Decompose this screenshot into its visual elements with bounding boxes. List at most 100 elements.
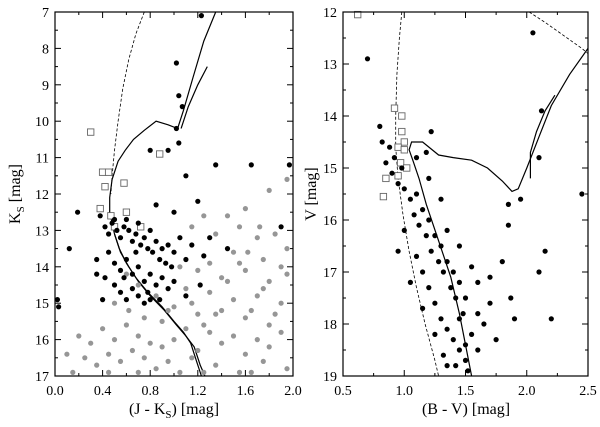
right-point-open-squares-3 bbox=[398, 127, 406, 136]
left-curve-isochrone-agb-branch bbox=[180, 66, 208, 129]
left-point-members-64 bbox=[141, 300, 147, 306]
left-point-field-stars-53 bbox=[165, 358, 171, 364]
right-point-members-51 bbox=[487, 274, 493, 280]
right-curve-reference-dashed-upper bbox=[528, 11, 589, 54]
right-point-members-71 bbox=[413, 155, 420, 161]
right-point-members-61 bbox=[499, 259, 505, 265]
left-point-field-stars-74 bbox=[201, 322, 207, 328]
left-point-field-stars-40 bbox=[171, 337, 177, 343]
left-point-field-stars-77 bbox=[236, 260, 243, 266]
left-point-field-stars-76 bbox=[224, 278, 231, 284]
right-point-open-squares-9 bbox=[382, 174, 390, 183]
right-x-tick-label: 0.5 bbox=[334, 384, 352, 399]
left-point-field-stars-85 bbox=[245, 249, 251, 255]
left-point-members-9 bbox=[248, 162, 254, 168]
left-point-field-stars-28 bbox=[207, 329, 213, 335]
left-point-field-stars-72 bbox=[177, 264, 183, 270]
right-point-members-19 bbox=[426, 217, 432, 223]
left-point-members-35 bbox=[153, 238, 159, 244]
left-point-field-stars-37 bbox=[135, 333, 141, 339]
left-point-field-stars-55 bbox=[189, 355, 195, 361]
left-point-open-squares-6 bbox=[107, 212, 115, 220]
right-point-members-10 bbox=[395, 181, 401, 187]
left-point-members-22 bbox=[114, 227, 120, 233]
left-point-field-stars-81 bbox=[284, 271, 290, 277]
left-point-field-stars-10 bbox=[207, 260, 213, 266]
right-point-members-57 bbox=[420, 305, 426, 311]
right-point-open-squares-6 bbox=[400, 146, 408, 154]
left-point-open-squares-10 bbox=[156, 150, 164, 158]
left-point-members-12 bbox=[153, 202, 159, 208]
right-point-members-63 bbox=[508, 295, 514, 301]
left-point-members-44 bbox=[189, 242, 195, 248]
left-y-tick-label: 9 bbox=[42, 79, 49, 94]
right-point-members-14 bbox=[411, 212, 417, 218]
left-x-axis-label-tail: ) [mag] bbox=[172, 401, 220, 418]
left-point-field-stars-8 bbox=[260, 256, 266, 263]
right-point-members-24 bbox=[440, 269, 446, 275]
left-point-members-46 bbox=[224, 246, 231, 252]
right-point-members-25 bbox=[444, 259, 450, 265]
left-y-tick-label: 8 bbox=[42, 42, 49, 57]
left-point-field-stars-30 bbox=[254, 337, 260, 343]
left-point-field-stars-61 bbox=[106, 369, 112, 375]
left-point-field-stars-63 bbox=[201, 369, 207, 375]
left-y-tick-label: 11 bbox=[36, 152, 49, 167]
left-point-field-stars-4 bbox=[236, 224, 243, 230]
left-point-field-stars-57 bbox=[236, 369, 243, 375]
left-point-members-65 bbox=[147, 297, 153, 303]
right-point-members-9 bbox=[391, 155, 397, 161]
right-point-members-47 bbox=[444, 227, 450, 233]
right-point-members-21 bbox=[432, 233, 438, 239]
left-point-field-stars-38 bbox=[147, 340, 153, 346]
right-point-members-27 bbox=[450, 269, 456, 275]
left-point-field-stars-13 bbox=[242, 267, 248, 273]
left-point-members-11 bbox=[286, 162, 292, 168]
right-point-members-50 bbox=[475, 279, 481, 285]
left-point-members-7 bbox=[165, 147, 171, 153]
left-y-axis-label-tail: [mag] bbox=[7, 164, 24, 206]
left-point-field-stars-24 bbox=[242, 315, 248, 321]
left-x-axis-label: (J - KS) [mag] bbox=[129, 401, 219, 421]
left-point-members-61 bbox=[123, 297, 129, 303]
left-point-field-stars-9 bbox=[230, 249, 237, 255]
right-point-members-8 bbox=[389, 170, 395, 176]
left-point-members-31 bbox=[141, 235, 147, 241]
left-point-members-0 bbox=[198, 13, 204, 19]
left-point-open-squares-2 bbox=[104, 168, 113, 176]
right-curve-isochrone-rgb-branch bbox=[529, 94, 556, 179]
left-point-field-stars-32 bbox=[76, 333, 82, 339]
left-point-field-stars-6 bbox=[272, 231, 278, 237]
right-point-open-squares-5 bbox=[394, 143, 402, 151]
left-point-members-32 bbox=[145, 246, 151, 252]
right-point-members-4 bbox=[377, 123, 383, 129]
right-point-open-squares-10 bbox=[379, 192, 388, 201]
right-ticks: 0.5 1.0 1.5 2.0 2.5 12 13 14 15 16 17 18 19 bbox=[323, 6, 597, 399]
left-point-field-stars-22 bbox=[195, 311, 201, 317]
left-point-members-17 bbox=[97, 213, 103, 219]
left-point-members-43 bbox=[183, 256, 189, 263]
left-y-tick-label: 7 bbox=[42, 6, 49, 21]
right-point-members-49 bbox=[469, 264, 475, 270]
left-x-axis-label-sub: S bbox=[165, 409, 171, 421]
right-curve-isochrone bbox=[408, 48, 589, 377]
left-point-field-stars-51 bbox=[141, 355, 147, 361]
left-point-members-15 bbox=[75, 209, 81, 215]
left-point-field-stars-58 bbox=[260, 358, 266, 364]
right-point-members-22 bbox=[436, 259, 442, 265]
left-point-field-stars-16 bbox=[183, 286, 189, 292]
right-point-open-squares-1 bbox=[390, 104, 399, 112]
left-point-members-78 bbox=[145, 289, 151, 295]
left-point-members-24 bbox=[121, 224, 127, 230]
left-point-members-28 bbox=[133, 231, 139, 237]
left-point-members-56 bbox=[159, 275, 165, 281]
left-point-field-stars-42 bbox=[219, 340, 225, 346]
right-x-axis-label: (B - V) [mag] bbox=[422, 401, 510, 418]
left-point-field-stars-7 bbox=[284, 246, 290, 252]
left-y-tick-label: 13 bbox=[35, 224, 49, 239]
left-point-members-77 bbox=[133, 249, 139, 255]
left-point-field-stars-66 bbox=[135, 282, 141, 288]
right-point-members-28 bbox=[453, 295, 459, 301]
left-point-field-stars-73 bbox=[189, 300, 195, 306]
left-point-field-stars-84 bbox=[213, 231, 219, 237]
